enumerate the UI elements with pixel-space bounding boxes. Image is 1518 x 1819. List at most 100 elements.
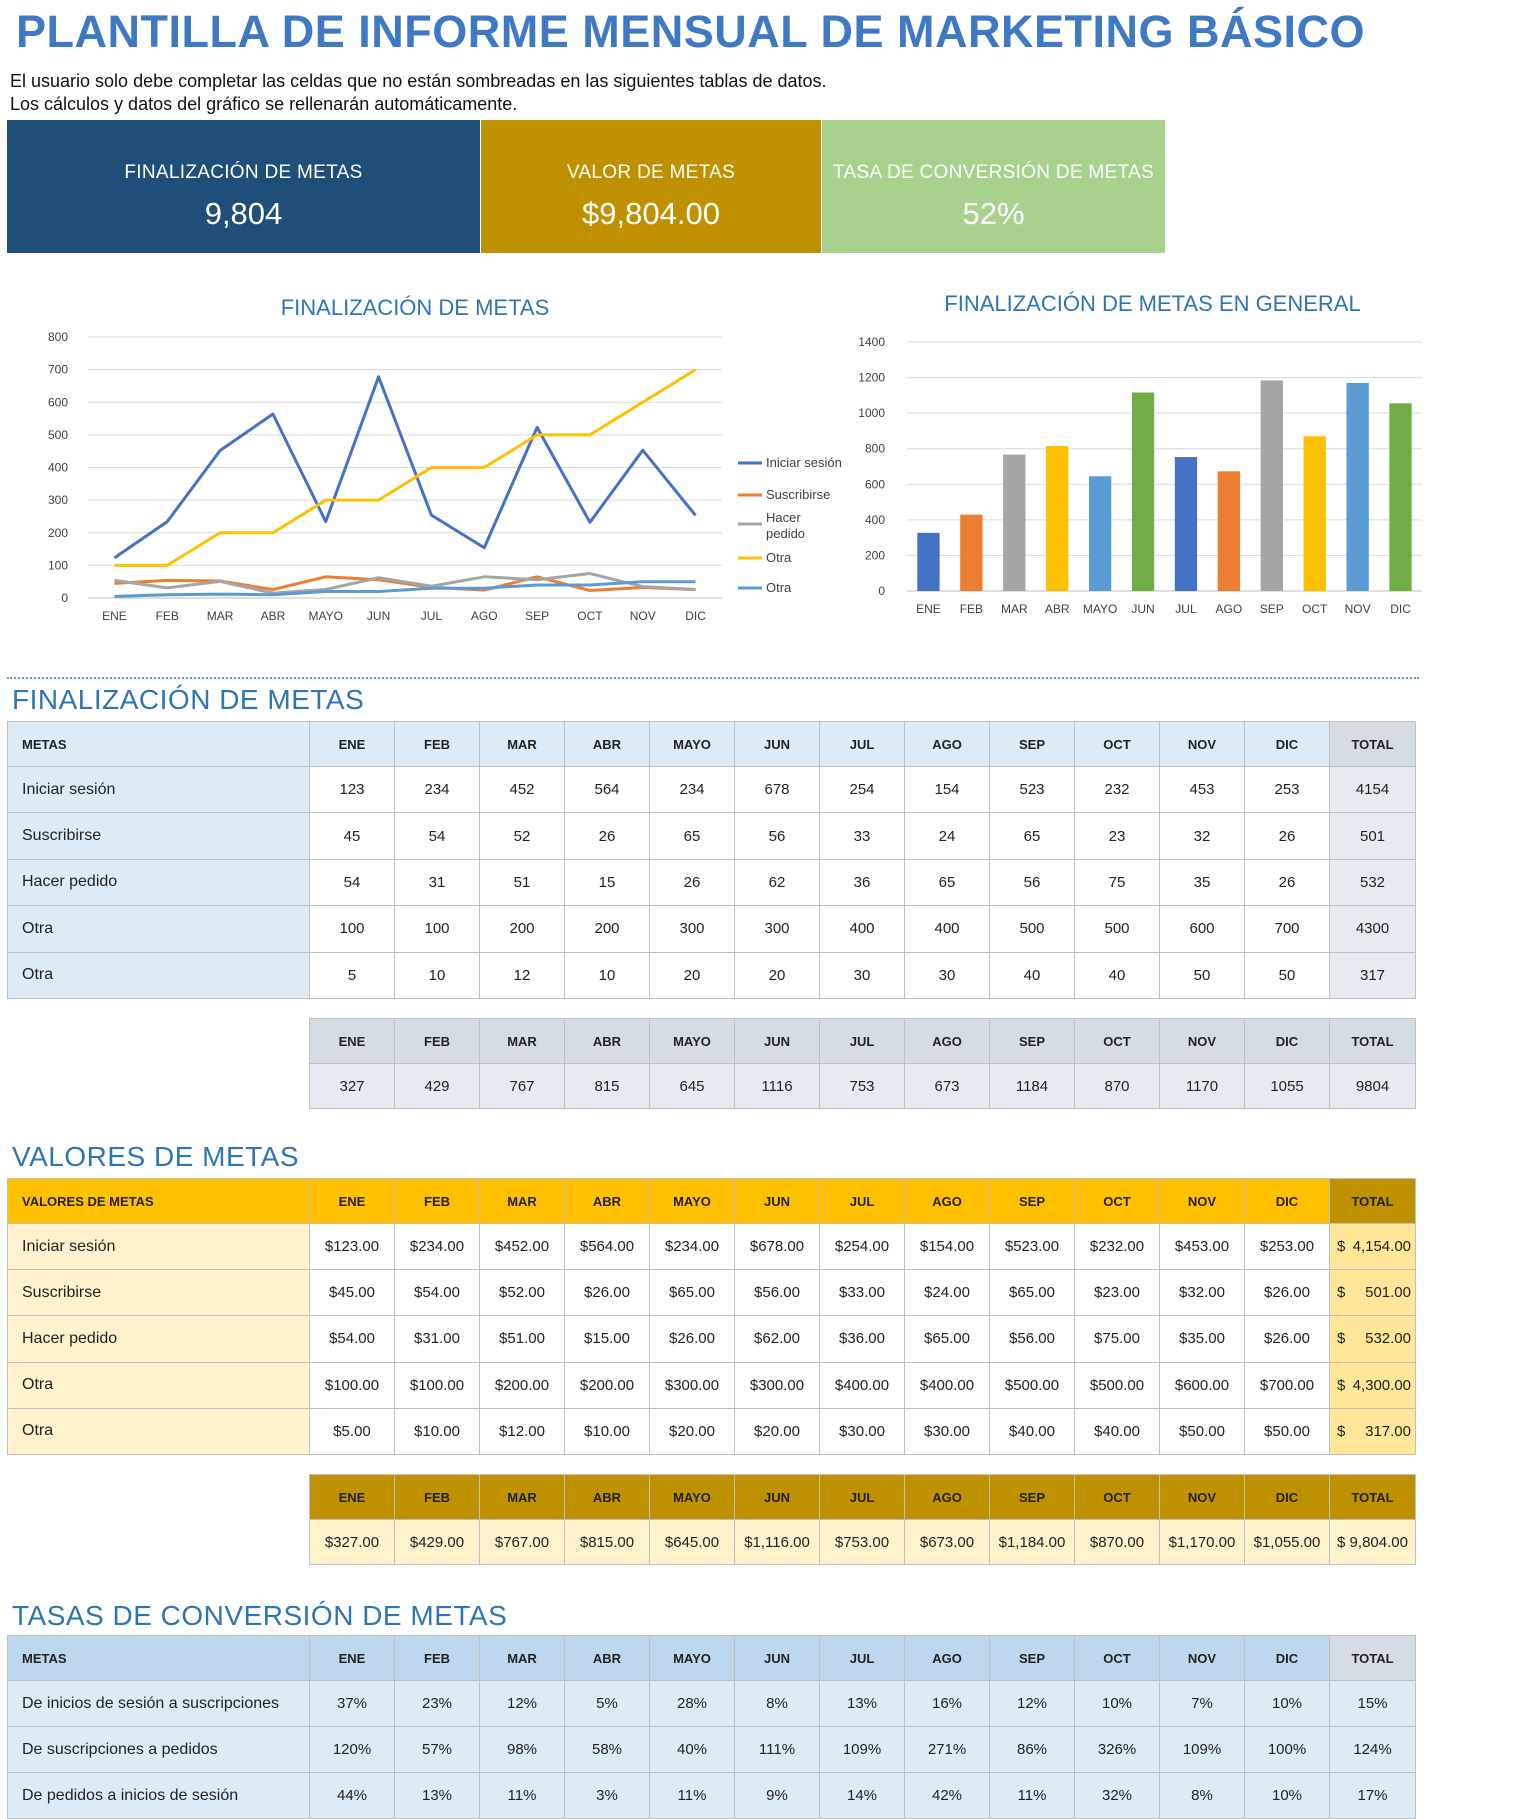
section-title-rates: TASAS DE CONVERSIÓN DE METAS	[12, 1600, 508, 1631]
cell-value: 10%	[1244, 1680, 1330, 1727]
bar	[1260, 380, 1283, 591]
cell-value: $300.00	[734, 1361, 820, 1409]
row-label: Otra	[7, 1407, 310, 1455]
cell-value: 33	[819, 812, 905, 860]
table-row: De inicios de sesión a suscripciones 37% 2…	[7, 1680, 1416, 1727]
cell-value: 111%	[734, 1726, 820, 1773]
table-row: Hacer pedido $54.00 $31.00 $51.00 $15.00 $26.…	[7, 1315, 1416, 1363]
total-amount: 4,154.00	[1352, 1238, 1411, 1256]
bar	[960, 514, 983, 591]
cell-value: $5.00	[309, 1407, 395, 1455]
column-header: ABR	[564, 1178, 650, 1224]
cell-value: 62	[734, 858, 820, 907]
cell-value: $26.00	[564, 1269, 650, 1317]
column-header: JUN	[734, 721, 820, 767]
cell-value: $200.00	[479, 1361, 565, 1409]
column-header: DIC	[1244, 1178, 1330, 1224]
row-total: 9804	[1329, 1063, 1416, 1109]
total-amount: 532.00	[1365, 1330, 1411, 1348]
cell-value: $753.00	[819, 1519, 905, 1565]
cell-value: 10	[564, 951, 650, 999]
instruction-line-2: Los cálculos y datos del gráfico se rell…	[10, 94, 518, 114]
column-header: MAR	[479, 721, 565, 767]
row-label: Suscribirse	[7, 812, 310, 860]
chart-title: FINALIZACIÓN DE METAS EN GENERAL	[944, 291, 1360, 316]
cell-value: 7%	[1159, 1680, 1245, 1727]
cell-value: 753	[819, 1063, 905, 1109]
row-label: Suscribirse	[7, 1269, 310, 1317]
column-header: MAYO	[649, 1635, 735, 1681]
table-row: De suscripciones a pedidos 120% 57% 98% 58% 4…	[7, 1726, 1416, 1773]
cell-value: 234	[394, 765, 480, 814]
bar	[917, 532, 940, 591]
x-tick-label: AGO	[1216, 602, 1243, 616]
cell-value: 1116	[734, 1063, 820, 1109]
row-total: $ 9,804.00	[1329, 1519, 1416, 1565]
currency-symbol: $	[1337, 1284, 1346, 1302]
cell-value: $65.00	[989, 1269, 1075, 1317]
x-tick-label: NOV	[1345, 602, 1371, 616]
column-header: AGO	[904, 1018, 990, 1064]
column-header: SEP	[989, 1178, 1075, 1224]
column-header: JUL	[819, 1178, 905, 1224]
cell-value: $56.00	[734, 1269, 820, 1317]
y-tick-label: 600	[48, 395, 68, 409]
column-header: VALORES DE METAS	[7, 1178, 310, 1224]
cell-value: $75.00	[1074, 1315, 1160, 1363]
cell-value: 20	[649, 951, 735, 999]
column-header: MAR	[479, 1474, 565, 1520]
cell-value: 14%	[819, 1772, 905, 1819]
row-total: 15%	[1329, 1680, 1416, 1727]
kpi-label: FINALIZACIÓN DE METAS	[124, 162, 363, 183]
column-header: SEP	[989, 1635, 1075, 1681]
cell-value: 75	[1074, 858, 1160, 907]
cell-value: 815	[564, 1063, 650, 1109]
cell-value: 35	[1159, 858, 1245, 907]
table-row: Iniciar sesión 123 234 452 564 234 678 254 154 52…	[7, 765, 1416, 814]
instructions: El usuario solo debe completar las celda…	[10, 70, 827, 116]
cell-value: 253	[1244, 765, 1330, 814]
row-total: $532.00	[1329, 1315, 1416, 1363]
legend-label: Hacer	[766, 510, 801, 525]
series-line	[114, 580, 696, 598]
cell-value: 32%	[1074, 1772, 1160, 1819]
cell-value: 10%	[1244, 1772, 1330, 1819]
cell-value: $56.00	[989, 1315, 1075, 1363]
cell-value: $33.00	[819, 1269, 905, 1317]
cell-value: 40	[989, 951, 1075, 999]
cell-value: 1170	[1159, 1063, 1245, 1109]
cell-value: 678	[734, 765, 820, 814]
y-tick-label: 1000	[858, 406, 885, 420]
cell-value: $123.00	[309, 1222, 395, 1271]
cell-value: $35.00	[1159, 1315, 1245, 1363]
cell-value: 50	[1244, 951, 1330, 999]
kpi-label: TASA DE CONVERSIÓN DE METAS	[833, 162, 1154, 183]
row-total: 532	[1329, 858, 1416, 907]
cell-value: 45	[309, 812, 395, 860]
completion-table: METAS ENE FEB MAR ABR MAYO JUN JUL AGO SEP OCT NOV D…	[7, 721, 1416, 999]
row-label: Otra	[7, 1361, 310, 1409]
column-header: DIC	[1244, 1474, 1330, 1520]
x-tick-label: AGO	[471, 609, 498, 623]
cell-value: $253.00	[1244, 1222, 1330, 1271]
cell-value: $20.00	[649, 1407, 735, 1455]
cell-value: $564.00	[564, 1222, 650, 1271]
column-header: OCT	[1074, 1635, 1160, 1681]
values-totals-table: ENE FEB MAR ABR MAYO JUN JUL AGO SEP OCT NOV DIC TOT…	[309, 1474, 1416, 1565]
column-header: MAR	[479, 1178, 565, 1224]
cell-value: 13%	[819, 1680, 905, 1727]
currency-symbol: $	[1337, 1376, 1346, 1394]
cell-value: $50.00	[1159, 1407, 1245, 1455]
cell-value: 500	[1074, 905, 1160, 953]
page-title: PLANTILLA DE INFORME MENSUAL DE MARKETIN…	[16, 6, 1365, 57]
column-header: FEB	[394, 721, 480, 767]
cell-value: $54.00	[394, 1269, 480, 1317]
row-label: De inicios de sesión a suscripciones	[7, 1680, 310, 1727]
cell-value: $40.00	[989, 1407, 1075, 1455]
cell-value: $327.00	[309, 1519, 395, 1565]
cell-value: $100.00	[394, 1361, 480, 1409]
cell-value: 100	[394, 905, 480, 953]
y-tick-label: 400	[48, 461, 68, 475]
cell-value: $1,116.00	[734, 1519, 820, 1565]
cell-value: $453.00	[1159, 1222, 1245, 1271]
